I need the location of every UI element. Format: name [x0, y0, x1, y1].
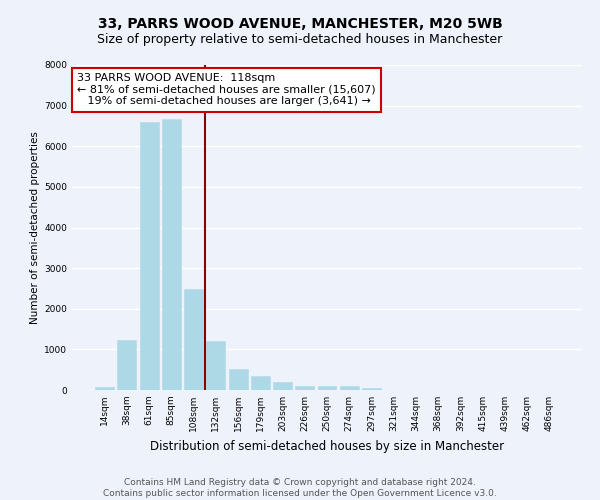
Bar — [295, 386, 314, 390]
Bar — [95, 387, 114, 390]
Text: Size of property relative to semi-detached houses in Manchester: Size of property relative to semi-detach… — [97, 32, 503, 46]
Bar — [317, 386, 337, 390]
Bar — [251, 376, 270, 390]
Bar — [273, 382, 292, 390]
Text: 33, PARRS WOOD AVENUE, MANCHESTER, M20 5WB: 33, PARRS WOOD AVENUE, MANCHESTER, M20 5… — [98, 18, 502, 32]
Bar — [229, 369, 248, 390]
Bar — [162, 118, 181, 390]
Text: 33 PARRS WOOD AVENUE:  118sqm
← 81% of semi-detached houses are smaller (15,607): 33 PARRS WOOD AVENUE: 118sqm ← 81% of se… — [77, 73, 376, 106]
Bar — [140, 122, 158, 390]
Bar — [118, 340, 136, 390]
X-axis label: Distribution of semi-detached houses by size in Manchester: Distribution of semi-detached houses by … — [150, 440, 504, 452]
Bar — [206, 341, 225, 390]
Text: Contains HM Land Registry data © Crown copyright and database right 2024.
Contai: Contains HM Land Registry data © Crown c… — [103, 478, 497, 498]
Bar — [340, 386, 359, 390]
Bar — [184, 289, 203, 390]
Bar — [362, 388, 381, 390]
Y-axis label: Number of semi-detached properties: Number of semi-detached properties — [30, 131, 40, 324]
